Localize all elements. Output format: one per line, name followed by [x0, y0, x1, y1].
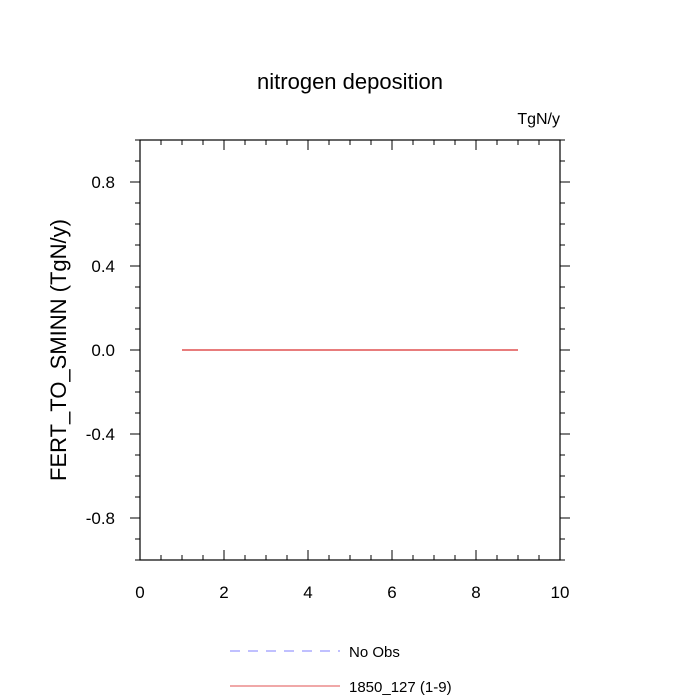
x-tick-label: 2 — [219, 583, 228, 602]
y-tick-label: 0.0 — [91, 341, 115, 360]
x-tick-label: 4 — [303, 583, 312, 602]
legend-label: 1850_127 (1-9) — [349, 679, 452, 696]
x-tick-label: 8 — [471, 583, 480, 602]
y-tick-label: -0.8 — [86, 509, 115, 528]
x-tick-label: 10 — [551, 583, 570, 602]
x-tick-label: 0 — [135, 583, 144, 602]
axis-ticks — [130, 139, 570, 561]
y-tick-label: 0.4 — [91, 257, 115, 276]
tick-labels: 0 2 4 6 8 10 -0.8 -0.4 0.0 0.4 0.8 — [86, 173, 570, 602]
y-tick-label: 0.8 — [91, 173, 115, 192]
y-axis-label: FERT_TO_SMINN (TgN/y) — [46, 219, 71, 481]
units-label: TgN/y — [517, 111, 560, 128]
x-tick-label: 6 — [387, 583, 396, 602]
legend: No Obs 1850_127 (1-9) — [230, 644, 452, 696]
y-tick-label: -0.4 — [86, 425, 115, 444]
chart-title: nitrogen deposition — [257, 69, 443, 94]
legend-label: No Obs — [349, 644, 400, 661]
